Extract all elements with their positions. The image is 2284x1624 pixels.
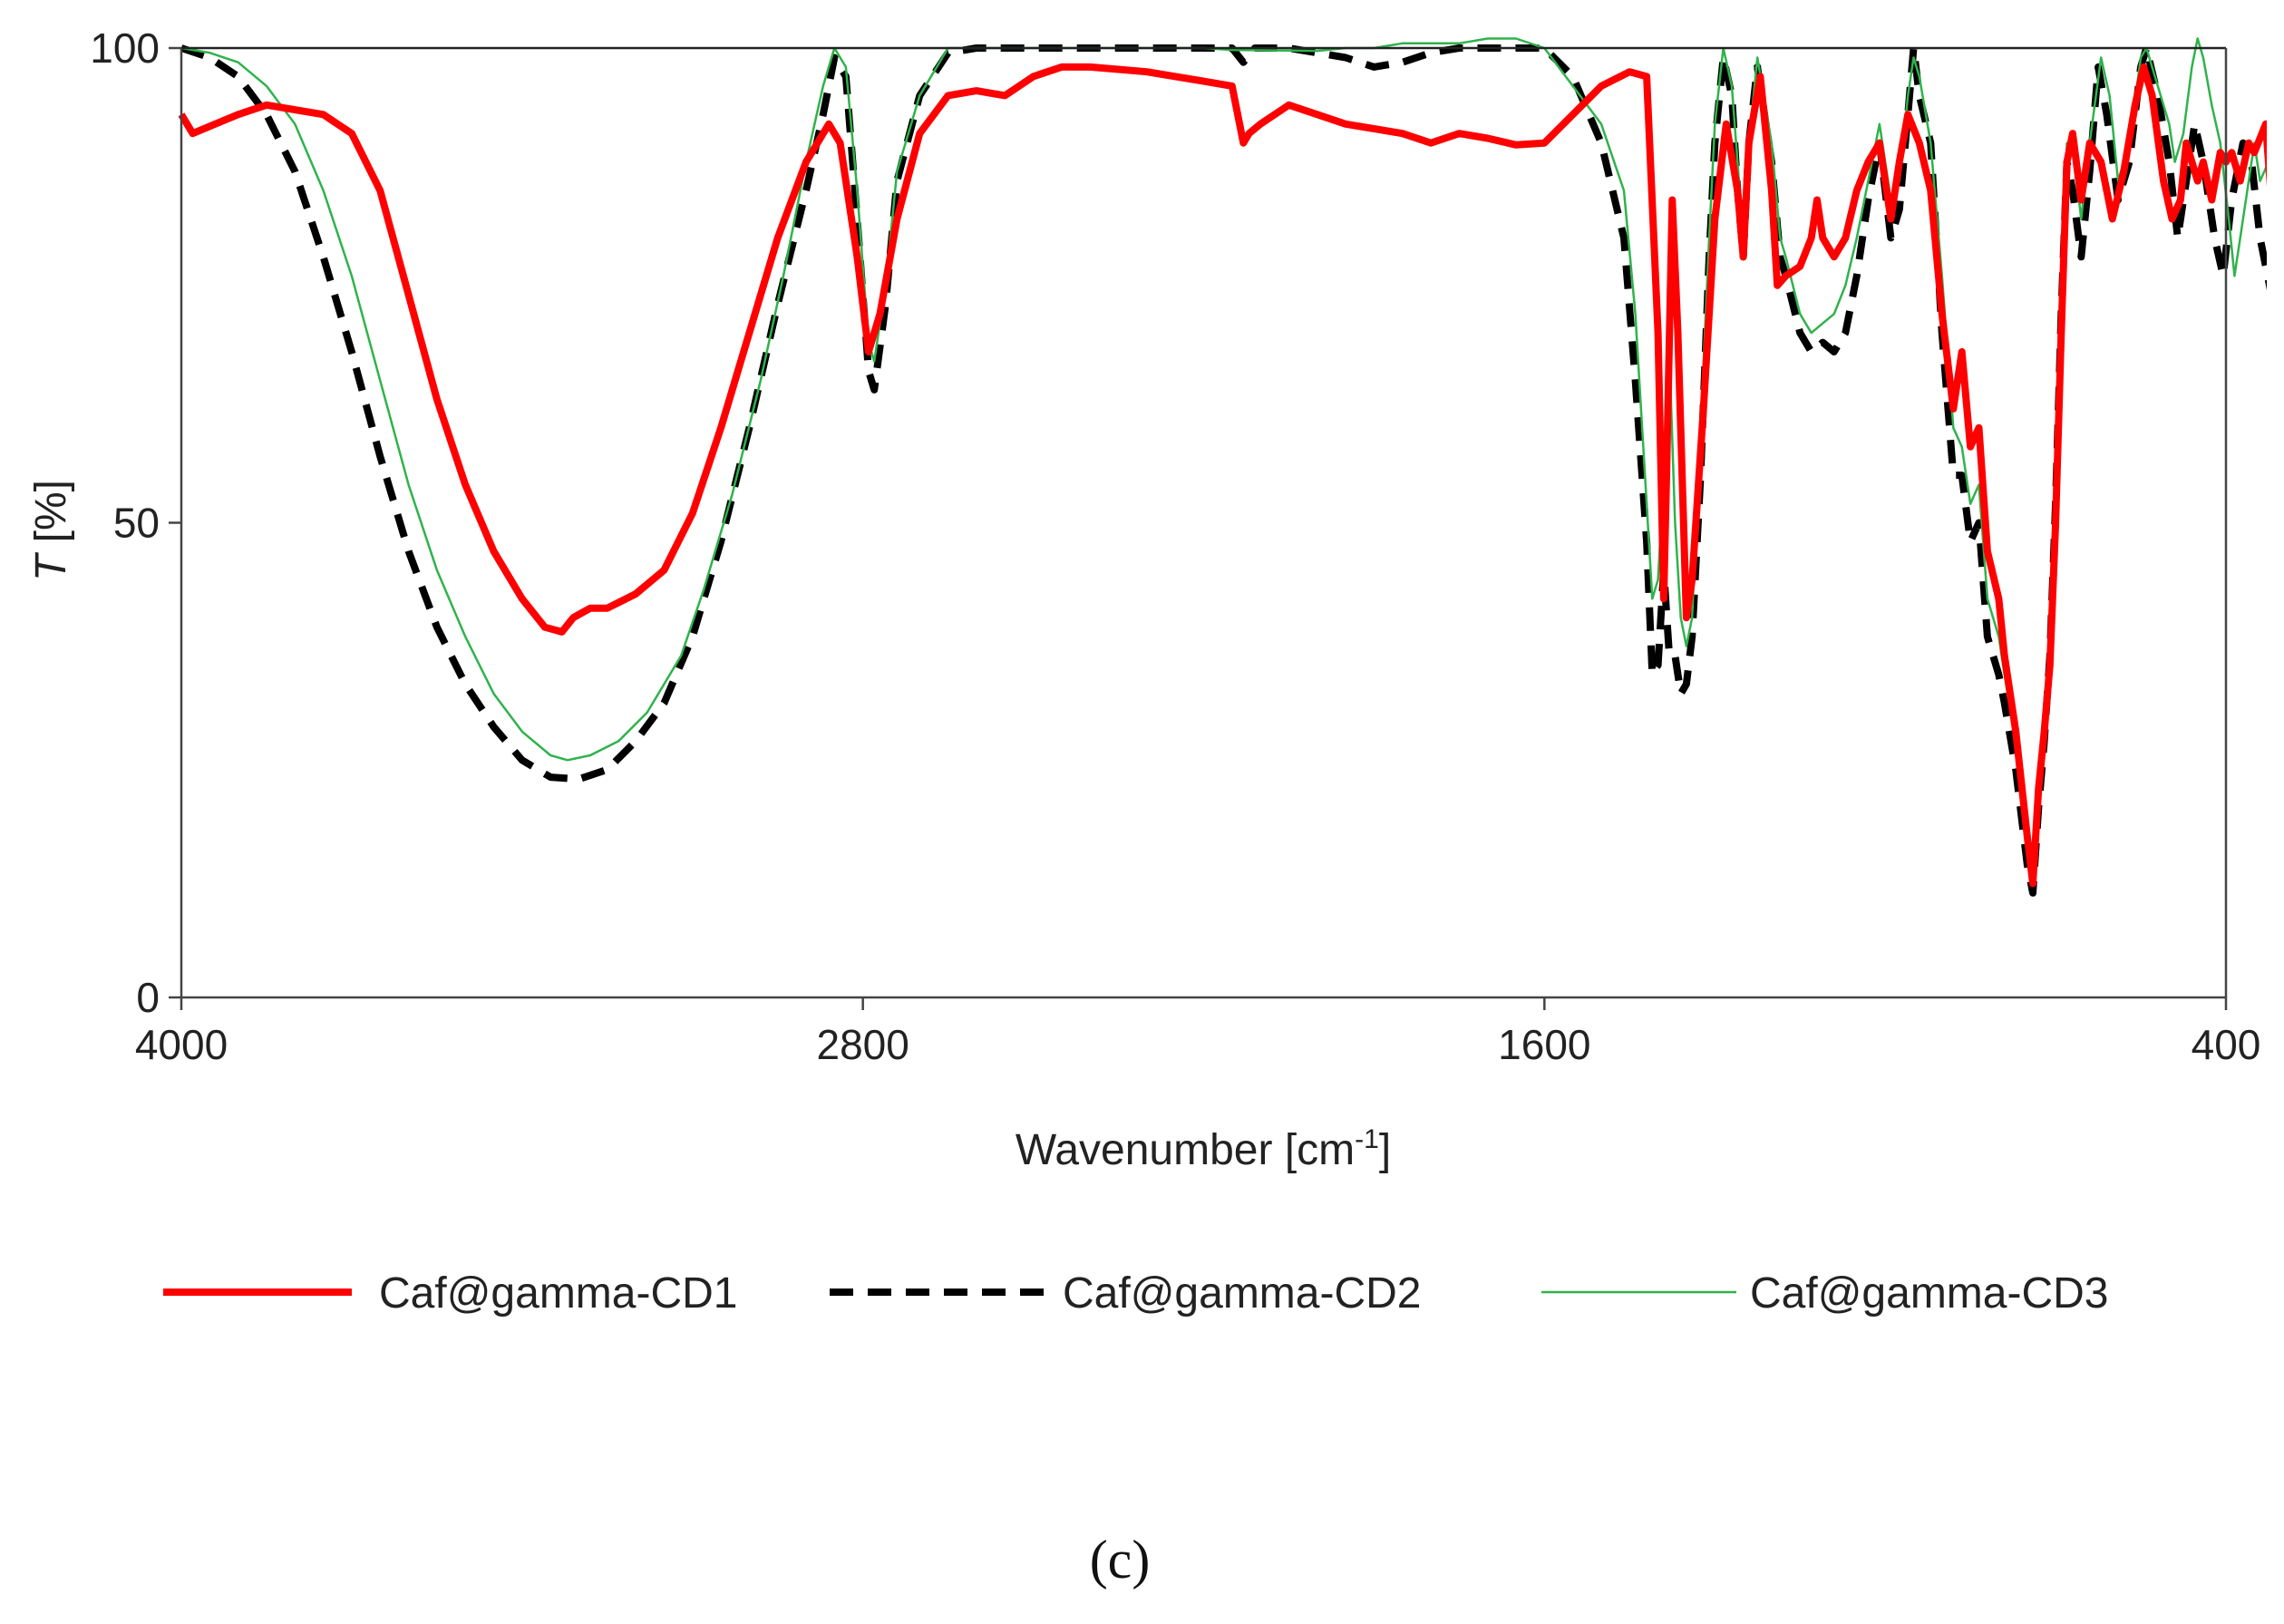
y-axis-title-rest: [%] [27,480,75,555]
legend: Caf@gamma-CD1 Caf@gamma-CD2 Caf@gamma-CD3 [163,1269,2108,1318]
x-tick-label-0: 4000 [135,1021,228,1068]
x-tick-label-1: 2800 [816,1021,909,1068]
y-axis-title-italic: T [27,551,75,581]
series-line-2 [180,44,2267,897]
legend-label-2: Caf@gamma-CD2 [1063,1269,1421,1318]
y-tick-label-1: 50 [113,500,160,547]
x-axis-title: Wavenumber [cm-1] [1016,1124,1391,1174]
x-tick-label-3: 400 [2192,1021,2261,1068]
legend-label-1: Caf@gamma-CD1 [379,1269,737,1318]
y-axis-title: T [%] [27,480,75,581]
x-axis-title-superscript: -1 [1355,1124,1379,1154]
series-line-1 [178,63,2267,888]
x-axis-title-end: ] [1379,1126,1391,1174]
y-tick-label-0: 0 [136,974,160,1021]
x-tick-label-2: 1600 [1498,1021,1590,1068]
panel-label: (c) [1090,1530,1151,1590]
y-tick-label-2: 100 [90,24,160,72]
legend-label-3: Caf@gamma-CD3 [1750,1269,2108,1318]
